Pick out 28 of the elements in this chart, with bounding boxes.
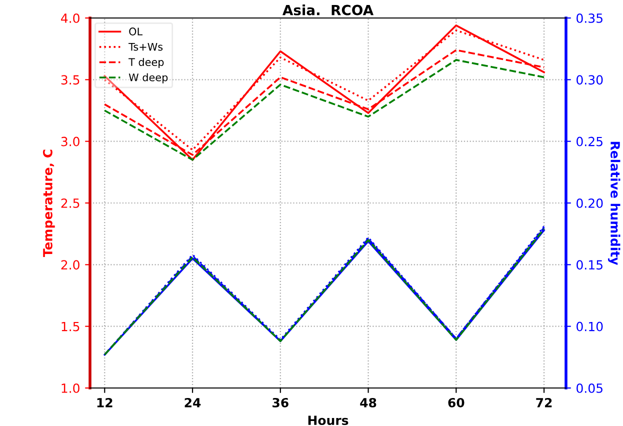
x-tick-label: 48: [360, 398, 376, 408]
legend-label: W deep: [128, 73, 168, 84]
y-tick-label: 3.5: [61, 75, 80, 85]
legend-label: T deep: [128, 58, 164, 68]
y2-tick-label: 0.35: [576, 13, 602, 23]
y-tick-label: 3.0: [61, 136, 80, 146]
y-tick-label: 1.0: [62, 383, 80, 393]
chart-title: Asia. RCOA: [282, 4, 374, 16]
y2-tick-label: 0.05: [576, 383, 602, 393]
legend-label: OL: [129, 28, 142, 36]
y-tick-label: 1.5: [62, 322, 80, 332]
y-tick-label: 2.0: [61, 260, 80, 270]
y2-tick-label: 0.10: [576, 322, 603, 332]
x-tick-label: 12: [97, 398, 112, 408]
y-tick-label: 2.5: [61, 198, 80, 208]
x-tick-label: 60: [448, 398, 464, 408]
legend-label: Ts+Ws: [128, 42, 163, 51]
y2-tick-label: 0.30: [576, 75, 603, 85]
y-tick-label: 4.0: [61, 13, 80, 23]
x-tick-label: 36: [272, 398, 288, 408]
y2-tick-label: 0.20: [576, 198, 603, 208]
y-axis-title: Temperature, C: [42, 150, 55, 258]
y2-tick-label: 0.15: [576, 260, 602, 270]
x-tick-label: 24: [184, 398, 201, 408]
x-axis-title: Hours: [308, 416, 348, 426]
y2-axis-title: Relative humidity: [608, 142, 620, 266]
x-tick-label: 72: [536, 398, 552, 408]
y2-tick-label: 0.25: [576, 136, 602, 146]
